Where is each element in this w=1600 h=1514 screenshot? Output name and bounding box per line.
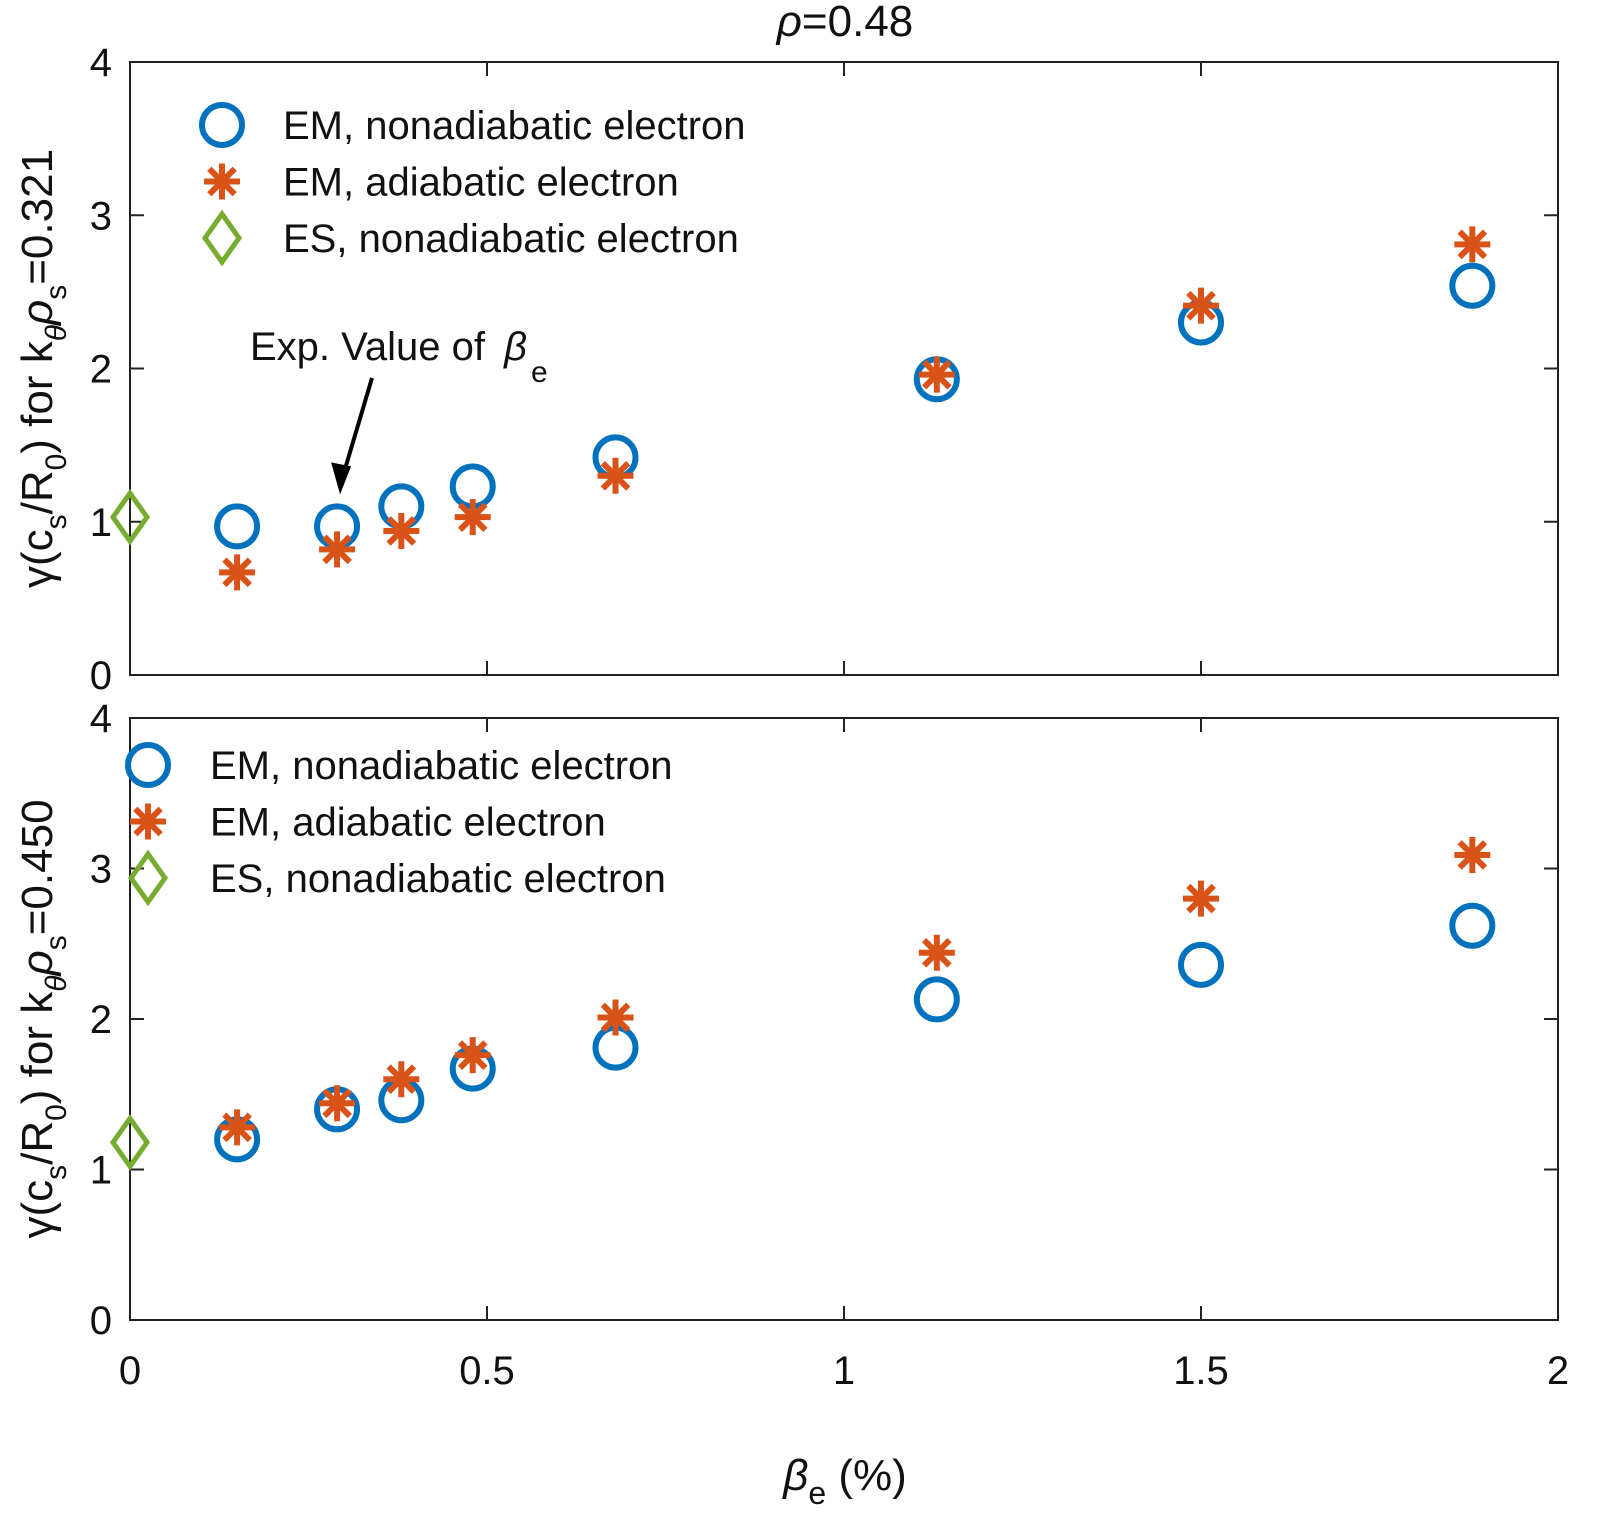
y-tick-label: 1 [90,501,112,545]
y-tick-label: 1 [90,1149,112,1193]
circle-point [913,976,960,1023]
star-point [597,999,634,1036]
legend-star-icon [204,163,240,200]
star-point [219,1109,256,1146]
legend-circle-icon [199,102,245,148]
legend: EM, nonadiabatic electron EM, adiabatic e… [125,742,673,907]
star-point [454,1037,491,1074]
x-tick-label: 1 [833,1349,855,1393]
circle-point [1178,941,1224,988]
legend-diamond-icon [127,849,169,907]
star-point [1183,880,1219,917]
y-tick-label: 0 [90,1299,112,1343]
star-point [454,499,491,536]
x-axis-label: βe (%) [781,1451,907,1511]
x-tick-label: 0.5 [459,1349,515,1393]
star-point [1454,226,1491,263]
legend-star-icon [130,803,166,840]
star-point [219,554,256,591]
star-point [918,356,955,393]
star-point [1454,836,1491,873]
y-tick-label: 3 [90,848,112,892]
star-point [1183,287,1219,324]
arrow-head-icon [331,462,352,495]
star-point [383,512,420,549]
x-tick-label: 2 [1547,1349,1569,1393]
legend-label: ES, nonadiabatic electron [210,857,666,901]
panel-2: 0 0.5 1 1.5 2 0 1 2 3 4 γ(cs/R0) for kθρs=0.450 EM,… [13,697,1569,1393]
y-tick-label: 0 [90,654,112,698]
y-tick-label: 4 [90,697,112,741]
star-point [597,457,634,494]
star-point [918,934,955,971]
legend-label: ES, nonadiabatic electron [283,217,739,261]
legend-label: EM, adiabatic electron [210,801,606,845]
diamond-point [109,488,151,546]
y-tick-label: 2 [90,998,112,1042]
circle-point [1449,902,1496,949]
panel-1: 0 1 2 3 4 γ(cs/R0) for kθρs=0.321 EM, nonadiab… [13,41,1559,698]
diamond-point [109,1114,151,1171]
star-point [383,1061,420,1098]
x-tick-label: 0 [119,1349,141,1393]
legend-label: EM, nonadiabatic electron [283,104,746,148]
y-axis-label: γ(cs/R0) for kθρs=0.321 [13,149,73,588]
chart-title: ρ=0.48 [775,0,914,46]
y-axis-label: γ(cs/R0) for kθρs=0.450 [13,799,73,1238]
legend: EM, nonadiabatic electron EM, adiabatic e… [199,102,746,267]
legend-diamond-icon [201,209,243,267]
annotation-arrow [342,377,374,473]
star-point [319,1085,356,1122]
y-tick-label: 3 [90,194,112,238]
legend-circle-icon [125,742,171,788]
star-point [319,531,356,568]
circle-point [1449,262,1496,309]
legend-label: EM, nonadiabatic electron [210,744,673,788]
y-tick-label: 4 [90,41,112,85]
circle-point [214,503,261,550]
x-tick-label: 1.5 [1173,1349,1229,1393]
annotation-text: Exp. Value of βe [250,325,548,389]
y-tick-label: 2 [90,348,112,392]
legend-label: EM, adiabatic electron [283,161,679,205]
